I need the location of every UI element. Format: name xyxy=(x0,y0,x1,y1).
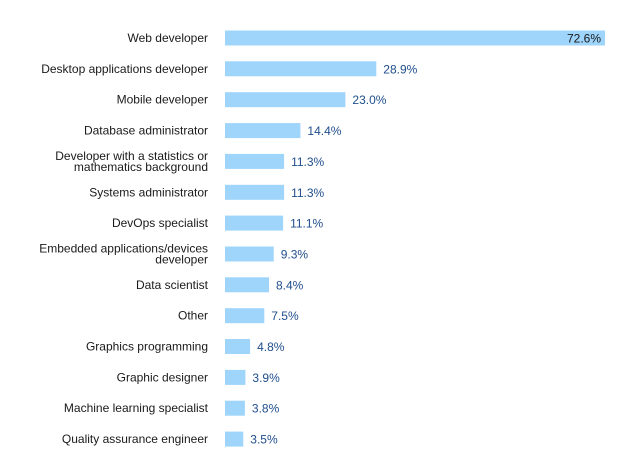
value-label: 72.6% xyxy=(567,32,601,46)
category-label: Embedded applications/devices developer xyxy=(39,242,208,267)
value-label: 23.0% xyxy=(352,93,386,107)
bar xyxy=(225,400,245,416)
bar xyxy=(225,431,244,447)
category-label-line: Graphic designer xyxy=(117,370,208,384)
category-label: Quality assurance engineer xyxy=(62,432,208,446)
value-label: 9.3% xyxy=(281,248,309,262)
category-label-line: mathematics background xyxy=(74,160,208,174)
category-label: Desktop applications developer xyxy=(41,62,208,76)
bar xyxy=(225,246,274,262)
bar xyxy=(225,184,285,200)
category-label-line: Desktop applications developer xyxy=(41,62,208,76)
category-label: Mobile developer xyxy=(117,93,208,107)
value-label: 11.3% xyxy=(291,155,324,169)
bar xyxy=(225,308,265,324)
category-label-line: Systems administrator xyxy=(89,185,208,199)
category-label-line: Database administrator xyxy=(84,124,208,138)
category-label-line: Developer with a statistics or xyxy=(55,149,208,163)
category-label: Web developer xyxy=(128,31,209,45)
bar xyxy=(225,153,285,169)
category-label: Developer with a statistics or mathematic… xyxy=(55,149,208,174)
bar xyxy=(225,123,301,139)
category-label-line: Embedded applications/devices xyxy=(39,242,208,256)
value-label: 8.4% xyxy=(276,278,304,292)
category-label-line: Quality assurance engineer xyxy=(62,432,208,446)
value-label: 28.9% xyxy=(383,62,417,76)
value-label: 4.8% xyxy=(257,340,285,354)
bar xyxy=(225,61,377,77)
category-label: Other xyxy=(178,309,208,323)
category-label-line: Other xyxy=(178,309,208,323)
category-label: Data scientist xyxy=(136,278,209,292)
category-label: Graphic designer xyxy=(117,370,208,384)
category-label-line: developer xyxy=(155,253,208,267)
category-label-line: Mobile developer xyxy=(117,93,208,107)
category-label: Graphics programming xyxy=(86,340,208,354)
category-label-line: Graphics programming xyxy=(86,340,208,354)
value-label: 3.9% xyxy=(252,371,280,385)
category-label: Database administrator xyxy=(84,124,208,138)
category-label: DevOps specialist xyxy=(112,216,209,230)
value-label: 3.5% xyxy=(250,433,278,447)
bar xyxy=(225,215,284,231)
category-label-line: Machine learning specialist xyxy=(64,401,209,415)
value-label: 3.8% xyxy=(252,402,280,416)
bar xyxy=(225,277,269,293)
bar xyxy=(225,30,605,46)
bar xyxy=(225,369,246,385)
bar xyxy=(225,92,346,108)
value-label: 11.3% xyxy=(291,186,324,200)
value-label: 14.4% xyxy=(307,124,341,138)
value-label: 7.5% xyxy=(271,309,299,323)
category-label: Machine learning specialist xyxy=(64,401,209,415)
category-label-line: DevOps specialist xyxy=(112,216,209,230)
category-label-line: Data scientist xyxy=(136,278,209,292)
bar xyxy=(225,339,251,354)
value-label: 11.1% xyxy=(290,217,323,231)
category-label-line: Web developer xyxy=(128,31,209,45)
category-label: Systems administrator xyxy=(89,185,208,199)
